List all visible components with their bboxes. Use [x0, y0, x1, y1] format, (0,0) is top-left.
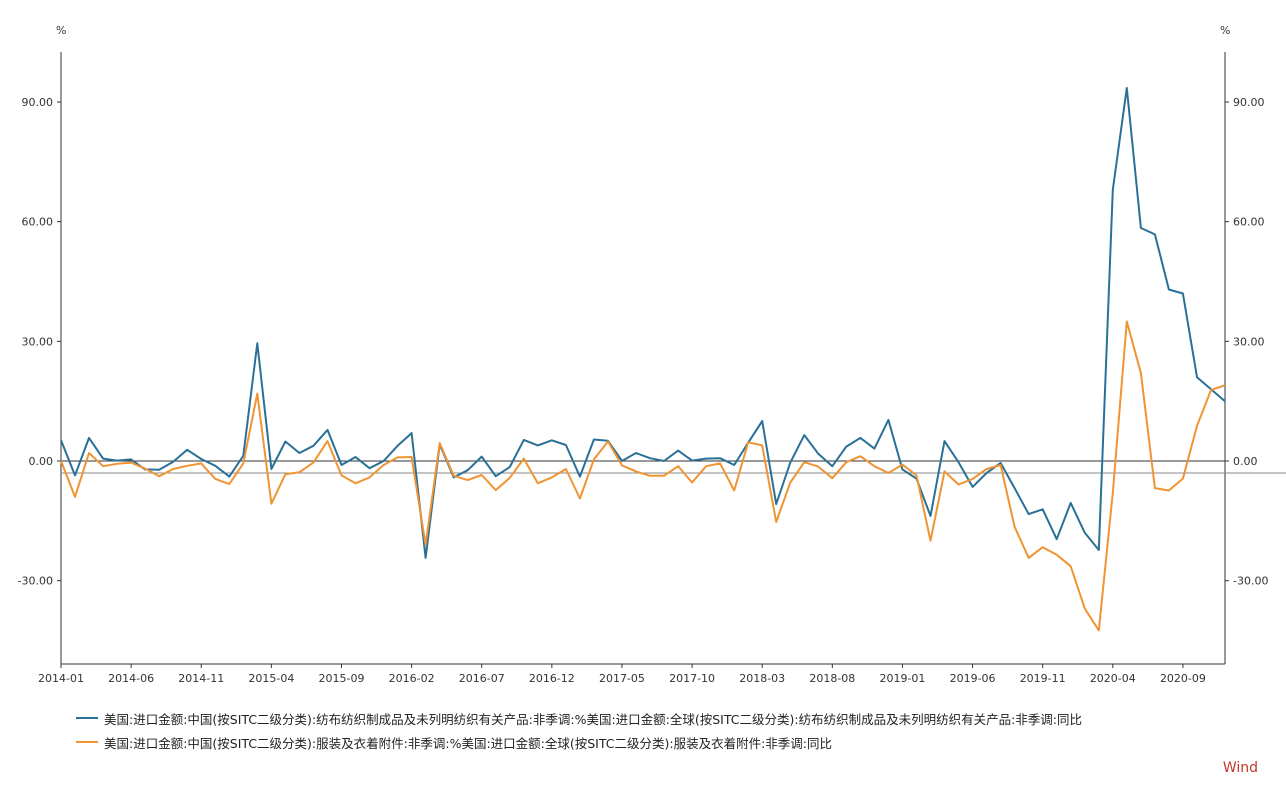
legend: 美国:进口金额:中国(按SITC二级分类):纺布纺织制成品及未列明纺织有关产品:… [76, 706, 1082, 754]
series-line-textiles [60, 87, 1226, 559]
legend-item-apparel: 美国:进口金额:中国(按SITC二级分类):服装及衣着附件:非季调:%美国:进口… [76, 730, 1082, 754]
legend-label-apparel: 美国:进口金额:中国(按SITC二级分类):服装及衣着附件:非季调:%美国:进口… [104, 735, 833, 751]
x-tick-label: 2020-09 [1160, 672, 1206, 685]
x-tick-label: 2014-01 [38, 672, 84, 685]
x-tick-label: 2015-04 [248, 672, 294, 685]
x-tick-label: 2016-07 [459, 672, 505, 685]
left-axis-unit: % [56, 24, 66, 37]
right-axis-unit: % [1220, 24, 1230, 37]
left-y-tick-label: 0.00 [29, 455, 54, 468]
x-tick-label: 2017-10 [669, 672, 715, 685]
series-line-apparel [60, 320, 1226, 632]
right-y-tick-label: -30.00 [1233, 575, 1268, 588]
right-y-tick-label: 0.00 [1233, 455, 1258, 468]
wind-watermark: Wind [1222, 760, 1258, 776]
x-tick-label: 2018-08 [809, 672, 855, 685]
left-y-tick-label: 30.00 [22, 335, 54, 348]
x-tick-label: 2018-03 [739, 672, 785, 685]
x-tick-label: 2014-06 [108, 672, 154, 685]
left-y-tick-label: -30.00 [18, 575, 53, 588]
x-tick-label: 2016-12 [529, 672, 575, 685]
x-tick-label: 2020-04 [1090, 672, 1136, 685]
legend-label-textiles: 美国:进口金额:中国(按SITC二级分类):纺布纺织制成品及未列明纺织有关产品:… [104, 711, 1083, 727]
x-tick-label: 2019-11 [1020, 672, 1066, 685]
x-tick-label: 2017-05 [599, 672, 645, 685]
x-tick-label: 2019-06 [950, 672, 996, 685]
right-y-tick-label: 30.00 [1233, 335, 1265, 348]
left-y-tick-label: 60.00 [22, 216, 54, 229]
legend-item-textiles: 美国:进口金额:中国(按SITC二级分类):纺布纺织制成品及未列明纺织有关产品:… [76, 706, 1082, 730]
x-tick-label: 2014-11 [178, 672, 224, 685]
right-y-tick-label: 60.00 [1233, 216, 1265, 229]
series-layer [60, 87, 1226, 632]
axes-layer: -30.00 -30.00 0.00 0.00 30.00 30.00 60.00 60.00… [18, 52, 1286, 685]
x-tick-label: 2019-01 [879, 672, 925, 685]
legend-swatch-apparel [76, 741, 98, 743]
left-y-tick-label: 90.00 [22, 96, 54, 109]
legend-swatch-textiles [76, 717, 98, 719]
right-y-tick-label: 90.00 [1233, 96, 1265, 109]
x-tick-label: 2015-09 [318, 672, 364, 685]
x-tick-label: 2016-02 [389, 672, 435, 685]
